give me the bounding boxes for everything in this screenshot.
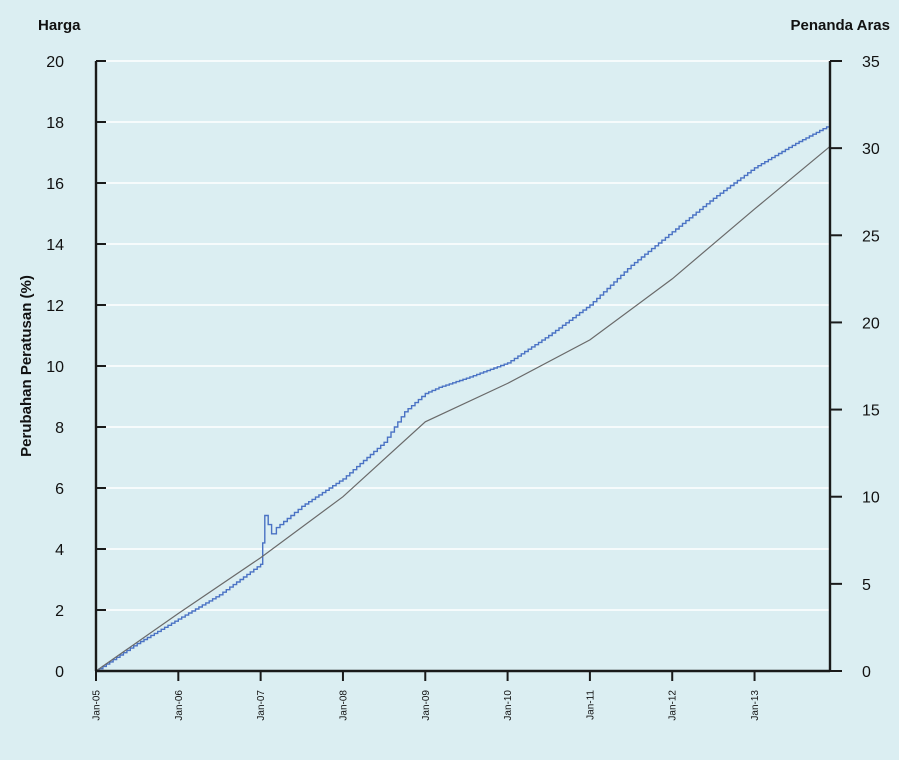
right-tick-label: 25 [862, 228, 880, 245]
x-tick-label: Jan-07 [256, 690, 267, 721]
left-tick-label: 16 [46, 176, 64, 193]
x-tick-label: Jan-09 [421, 690, 432, 721]
left-tick-label: 12 [46, 298, 64, 315]
x-tick-label: Jan-12 [668, 690, 679, 721]
right-tick-label: 30 [862, 141, 880, 158]
left-axis-title: Harga [38, 17, 81, 34]
left-tick-label: 2 [55, 603, 64, 620]
grid-lines [96, 60, 830, 611]
left-tick-label: 18 [46, 115, 64, 132]
y-axis-label: Perubahan Peratusan (%) [18, 275, 35, 457]
x-axis-ticks: Jan-05 Jan-06 Jan-07 Jan-08 Jan-09 Jan-10 Jan-… [92, 671, 761, 721]
left-tick-label: 6 [55, 481, 64, 498]
x-tick-label: Jan-10 [503, 690, 514, 721]
right-tick-label: 5 [862, 577, 871, 594]
x-tick-label: Jan-13 [750, 690, 761, 721]
left-axis-ticks: 0 2 4 6 8 10 12 14 16 18 20 [46, 54, 106, 681]
x-tick-label: Jan-05 [92, 690, 103, 721]
series-line-price [96, 125, 831, 672]
x-tick-label: Jan-08 [338, 690, 349, 721]
right-tick-label: 15 [862, 403, 880, 420]
right-tick-label: 20 [862, 315, 880, 332]
series-lines [95, 125, 831, 672]
left-tick-label: 10 [46, 359, 64, 376]
x-tick-label: Jan-06 [174, 690, 185, 721]
left-tick-label: 0 [55, 664, 64, 681]
right-tick-label: 35 [862, 54, 880, 71]
left-tick-label: 8 [55, 420, 64, 437]
left-tick-label: 14 [46, 237, 64, 254]
right-tick-label: 10 [862, 490, 880, 507]
x-tick-label: Jan-11 [585, 690, 596, 720]
right-axis-title: Penanda Aras [791, 17, 891, 34]
right-axis-ticks: 0 5 10 15 20 25 30 35 [830, 54, 880, 681]
right-tick-label: 0 [862, 664, 871, 681]
series-line-benchmark [95, 145, 831, 672]
left-tick-label: 4 [55, 542, 64, 559]
left-tick-label: 20 [46, 54, 64, 71]
